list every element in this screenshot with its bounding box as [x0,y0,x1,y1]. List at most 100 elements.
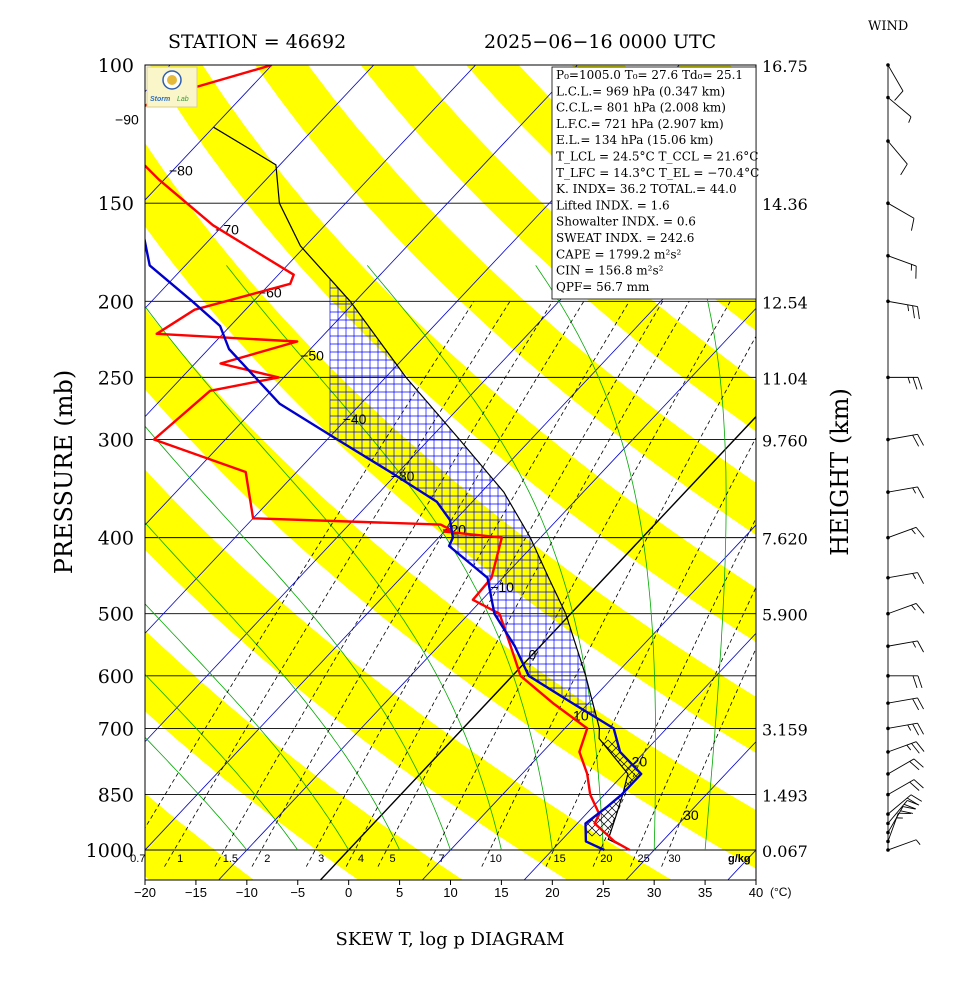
mixing-ratio-label: 15 [553,853,565,865]
wind-barb-staff [887,741,917,753]
dry-adiabat-band [145,142,756,753]
wind-barb-flag [917,640,924,653]
index-row: K. INDX= 36.2 TOTAL.= 44.0 [556,182,737,196]
mixing-ratio-line [345,301,664,867]
mixing-ratio-label: 1 [177,853,183,865]
isotherm-label: −30 [391,468,415,484]
wind-barb-flag [902,806,916,810]
index-row: E.L.= 134 hPa (15.06 km) [556,133,713,147]
index-row: SWEAT INDX. = 242.6 [556,231,694,245]
isotherm-label: −10 [490,579,514,595]
dry-adiabat-band [947,29,960,882]
height-tick-label: 7.620 [762,530,808,549]
sounding-profiles [145,65,643,852]
station-label: STATION = 46692 [168,31,346,53]
wind-barb-halfflag [912,487,917,494]
mixing-ratio-label: 10 [490,853,502,865]
wind-barb-staff [887,64,904,92]
mixing-ratio-label: 0.7 [130,853,145,865]
mixing-ratio-label: 3 [318,853,324,865]
moist-adiabats [145,265,727,851]
wind-barb-staff [887,603,917,615]
wind-barb-halfflag [912,573,917,580]
pressure-tick-label: 600 [98,666,134,688]
index-row: T_LCL = 24.5°C T_CCL = 21.6°C [556,150,758,164]
wind-barb-flag [911,743,920,754]
wind-barb-flag [917,306,920,320]
isotherm-label: −50 [300,348,324,364]
mixing-ratio-lines [145,301,756,867]
wind-barb-staff [887,526,917,539]
wind-barb-flag [900,810,913,814]
x-tick-label: −20 [134,885,156,900]
mixing-ratio-line [214,301,553,867]
isotherm-line [145,65,578,526]
x-tick-label: −15 [185,885,207,900]
wind-barb-flag [903,803,916,810]
hatch-line [784,700,944,860]
wind-barb-flag [909,761,920,771]
wind-label: WIND [868,19,908,34]
wind-barb-flag [912,675,918,688]
height-tick-label: 11.04 [762,369,808,388]
index-row: QPF= 56.7 mm [556,280,650,294]
x-tick-label: 25 [596,885,610,900]
index-row: Lifted INDX. = 1.6 [556,198,670,212]
isotherm-label: 0 [528,647,536,663]
indices-list: P₀=1005.0 T₀= 27.6 Td₀= 25.1 L.C.L.= 969 … [556,68,759,294]
dry-adiabat-band [255,65,756,535]
x-tick-label: 10 [443,885,457,900]
wind-barb-flag [913,779,924,789]
datetime-label: 2025−06−16 0000 UTC [484,31,716,53]
wind-barb-flag [915,741,925,752]
pressure-tick-label: 150 [98,193,134,215]
height-tick-label: 0.067 [762,842,808,861]
mixing-ratio-label: 5 [390,853,396,865]
x-tick-label: 30 [647,885,661,900]
wind-barb-flag [912,698,920,711]
x-tick-label: 40 [749,885,763,900]
pressure-tick-label: 500 [98,604,134,626]
wind-barb-flag [917,434,924,446]
pressure-tick-label: 700 [98,718,134,740]
mixing-ratio-line [377,301,690,867]
index-row: CAPE = 1799.2 m²s² [556,247,682,261]
wind-barb-staff [887,300,918,307]
index-row: Showalter INDX. = 0.6 [556,215,696,229]
y-axis-title-left: PRESSURE (mb) [50,370,78,575]
wind-barb-halfflag [912,641,917,648]
isotherm-line [145,199,756,851]
hatch-line [585,739,642,837]
isotherm-line [145,65,477,418]
pressure-tick-label: 400 [98,528,134,550]
mixing-ratio-line [145,301,475,829]
mixing-ratio-label: 2 [264,853,270,865]
wind-barb-flag [915,603,925,614]
index-row: C.C.L.= 801 hPa (2.008 km) [556,101,726,115]
x-tick-label: 5 [396,885,403,900]
isotherm-label: 20 [632,754,648,770]
isotherm-label: −20 [442,522,466,538]
isotherm-label: −90 [115,111,139,127]
wind-barb-halfflag [907,724,912,731]
pressure-tick-label: 200 [98,291,134,313]
mixing-ratio-label: 30 [668,853,680,865]
wind-barb-flag [909,781,920,791]
wind-barb-flag [906,797,919,806]
mixing-ratio-line [427,301,731,867]
height-tick-label: 12.54 [762,293,808,312]
wind-barb-halfflag [907,377,911,384]
index-row: L.C.L.= 969 hPa (0.347 km) [556,84,725,98]
height-tick-label: 9.760 [762,432,808,451]
mixing-ratio-line [251,301,585,867]
mixing-ratio-label: 20 [600,853,612,865]
wind-level-dot [886,437,890,442]
wind-barb-staff [887,806,904,833]
hatch-line [736,700,896,860]
wind-barb-staff [887,839,917,851]
moist-adiabat-line [698,265,727,851]
pressure-tick-label: 1000 [86,840,134,862]
lab-logo-icon: Storm Lab [146,66,198,108]
isotherm-line [218,307,756,880]
